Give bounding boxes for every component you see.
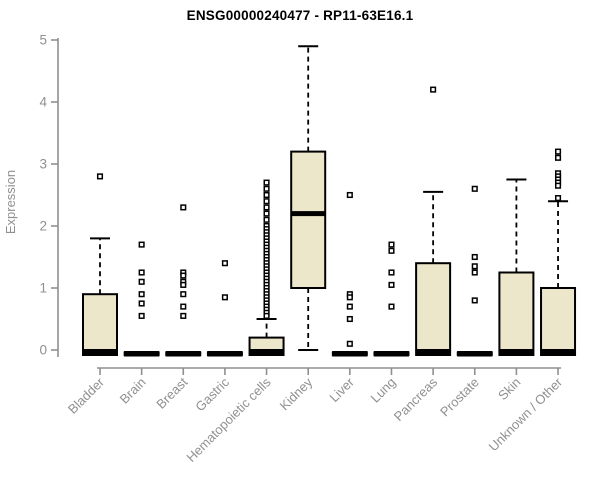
y-tick-label: 5 (39, 33, 47, 48)
x-tick-label-pancreas: Pancreas (391, 374, 441, 424)
outlier-point (430, 86, 437, 93)
outlier-point (180, 312, 187, 319)
boxplot-skin (498, 178, 535, 356)
outlier-point (263, 312, 270, 319)
outlier-point (138, 278, 145, 285)
collapsed-box (206, 351, 243, 357)
boxplot-pancreas (415, 86, 452, 356)
median-line (498, 350, 535, 356)
outlier-point (263, 198, 270, 205)
outlier-point (346, 294, 353, 301)
median-line (82, 350, 118, 356)
outlier-point (263, 204, 270, 211)
outlier-point (263, 185, 270, 192)
outlier-point (554, 148, 562, 155)
boxplot-bladder (82, 173, 118, 356)
boxplot-hematopoietic-cells (248, 179, 285, 356)
median-line (291, 211, 326, 217)
chart-title: ENSG00000240477 - RP11-63E16.1 (186, 8, 414, 23)
outlier-point (138, 300, 145, 307)
x-tick-label-unknown-other: Unknown / Other (486, 374, 566, 454)
outlier-point (471, 185, 478, 192)
outlier-point (138, 241, 145, 248)
x-tick-label-lung: Lung (368, 375, 399, 406)
median-line (540, 350, 577, 356)
outlier-point (180, 281, 187, 288)
box (415, 262, 452, 352)
x-tick-label-bladder: Bladder (65, 374, 108, 417)
outlier-point (138, 269, 145, 276)
outlier-point (554, 182, 562, 189)
collapsed-box (331, 351, 368, 357)
boxplot-kidney (290, 45, 327, 351)
y-axis: 0 1 2 3 4 5 Expression (3, 33, 59, 358)
box (498, 271, 535, 351)
outlier-point (180, 204, 187, 211)
collapsed-box (373, 351, 410, 357)
median-line (415, 350, 452, 356)
x-tick-label-skin: Skin (495, 375, 523, 403)
y-tick-label: 0 (39, 343, 47, 358)
x-tick-label-breast: Breast (153, 374, 190, 411)
box (540, 287, 577, 351)
median-line (248, 350, 285, 356)
x-tick-label-liver: Liver (326, 374, 357, 405)
outlier-point (221, 260, 228, 267)
boxplot-prostate (456, 185, 493, 357)
boxplot-liver (331, 191, 368, 357)
x-tick-label-gastric: Gastric (192, 374, 232, 414)
x-tick-label-kidney: Kidney (277, 374, 316, 413)
outlier-point (471, 263, 478, 270)
boxplot-unknown-other (540, 148, 577, 356)
outlier-point (180, 272, 187, 279)
boxplot-gastric (206, 260, 243, 357)
outlier-point (388, 281, 395, 288)
y-tick-label: 3 (39, 157, 47, 172)
outlier-point (471, 269, 478, 276)
y-tick-label: 1 (39, 281, 47, 296)
boxplot-lung (373, 241, 410, 357)
outlier-point (180, 291, 187, 298)
outlier-point (180, 303, 187, 310)
outlier-point (263, 216, 270, 223)
box (248, 336, 285, 352)
outlier-point (346, 315, 353, 323)
outlier-point (138, 291, 145, 298)
outlier-point (388, 241, 395, 248)
y-tick-label: 2 (39, 219, 47, 234)
outlier-point (388, 303, 395, 310)
box (82, 293, 118, 352)
collapsed-box (456, 351, 493, 357)
outlier-point (471, 253, 478, 261)
outlier-point (263, 210, 270, 217)
outlier-point (263, 179, 270, 186)
y-tick-label: 4 (39, 95, 47, 110)
outlier-point (263, 191, 270, 199)
collapsed-box (123, 351, 160, 357)
boxplot-breast (165, 204, 202, 357)
x-tick-label-prostate: Prostate (437, 375, 482, 420)
outlier-point (346, 340, 353, 347)
outlier-point (554, 154, 562, 161)
boxplot-brain (123, 241, 160, 357)
outlier-point (221, 294, 228, 301)
outlier-point (388, 247, 395, 254)
outlier-point (346, 191, 353, 199)
outlier-point (471, 297, 478, 304)
collapsed-box (165, 351, 202, 357)
box (290, 150, 327, 289)
outlier-point (554, 195, 562, 202)
outlier-point (346, 303, 353, 310)
outlier-point (138, 312, 145, 319)
outlier-point (388, 269, 395, 276)
outlier-point (96, 173, 104, 180)
x-tick-label-brain: Brain (117, 375, 149, 407)
y-axis-label: Expression (3, 170, 18, 234)
